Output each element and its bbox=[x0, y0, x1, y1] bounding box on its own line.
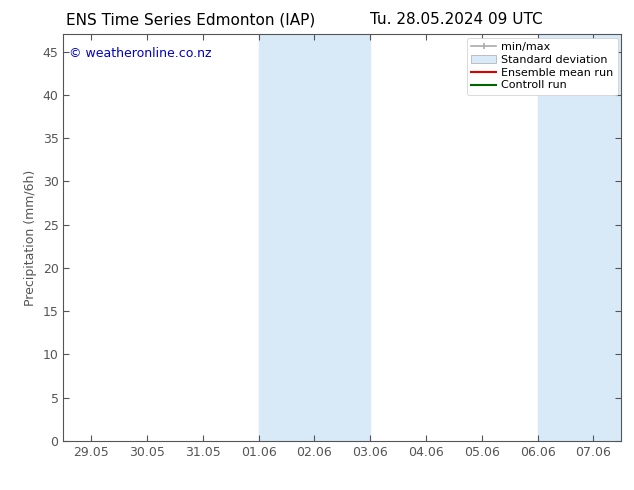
Bar bbox=[538, 34, 621, 441]
Text: ENS Time Series Edmonton (IAP): ENS Time Series Edmonton (IAP) bbox=[65, 12, 315, 27]
Text: Tu. 28.05.2024 09 UTC: Tu. 28.05.2024 09 UTC bbox=[370, 12, 543, 27]
Text: © weatheronline.co.nz: © weatheronline.co.nz bbox=[69, 47, 212, 59]
Legend: min/max, Standard deviation, Ensemble mean run, Controll run: min/max, Standard deviation, Ensemble me… bbox=[467, 38, 618, 95]
Y-axis label: Precipitation (mm/6h): Precipitation (mm/6h) bbox=[24, 170, 37, 306]
Bar bbox=[259, 34, 370, 441]
